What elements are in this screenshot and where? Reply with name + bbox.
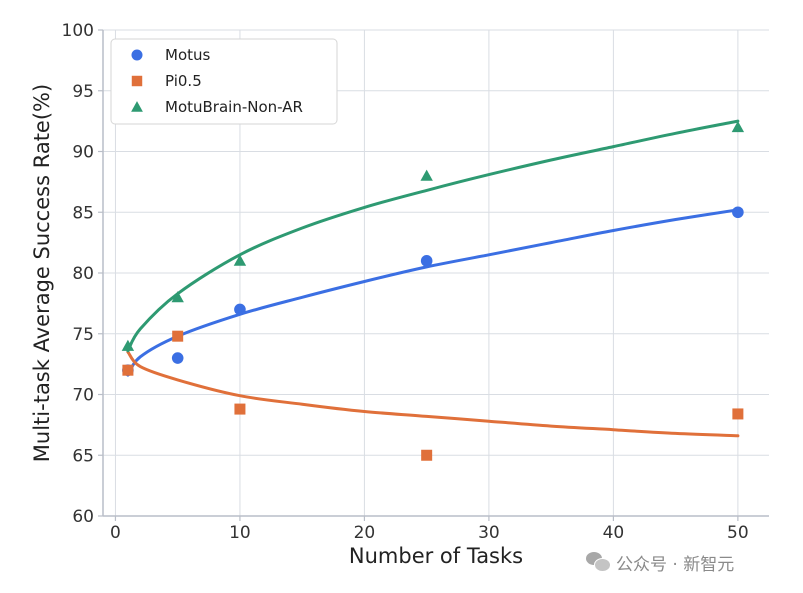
grid xyxy=(103,29,769,517)
y-tick-label: 80 xyxy=(72,264,94,284)
y-axis-title: Multi-task Average Success Rate(%) xyxy=(30,84,54,462)
point-motubrain-non-ar xyxy=(731,121,745,133)
point-motus xyxy=(234,303,246,316)
y-tick-label: 90 xyxy=(72,143,94,163)
wechat-icon xyxy=(586,552,611,572)
point-pi0-5 xyxy=(732,408,744,420)
x-tick-label: 20 xyxy=(354,523,376,543)
y-tick-label: 100 xyxy=(62,21,94,41)
y-tick-label: 95 xyxy=(72,82,94,102)
legend: Motus Pi0.5 MotuBrain-Non-AR xyxy=(110,38,338,125)
point-pi0-5 xyxy=(122,364,134,376)
y-tick-label: 60 xyxy=(72,507,94,527)
x-tick-label: 30 xyxy=(478,523,500,543)
y-tick-label: 75 xyxy=(72,325,94,345)
point-motubrain-non-ar xyxy=(121,339,135,351)
axes xyxy=(98,29,769,521)
watermark: 公众号 · 新智元 xyxy=(586,548,734,576)
legend-label-motus: Motus xyxy=(165,46,211,64)
legend-label-motubrain-non-ar: MotuBrain-Non-AR xyxy=(165,98,303,116)
point-motubrain-non-ar xyxy=(171,291,184,303)
fit-curve-pi0-5 xyxy=(126,350,740,438)
point-motubrain-non-ar xyxy=(420,169,433,181)
x-tick-label: 10 xyxy=(229,523,251,543)
point-motubrain-non-ar xyxy=(233,254,247,266)
point-pi0-5 xyxy=(421,449,433,461)
point-motus xyxy=(420,255,433,267)
point-pi0-5 xyxy=(172,330,184,342)
legend-marker-motubrain-non-ar xyxy=(131,101,143,112)
point-motus xyxy=(171,352,184,364)
y-tick-label: 65 xyxy=(72,446,94,466)
point-motus xyxy=(732,206,744,219)
x-tick-label: 0 xyxy=(110,523,121,543)
legend-label-pi0-5: Pi0.5 xyxy=(165,72,202,90)
y-tick-label: 85 xyxy=(72,203,94,223)
x-axis-title: Number of Tasks xyxy=(349,544,523,568)
data-points xyxy=(121,121,745,461)
x-tick-label: 50 xyxy=(727,523,749,543)
y-tick-label: 70 xyxy=(72,386,94,406)
tick-labels: 0 10 20 30 40 50 60 65 70 75 80 85 90 95 100 xyxy=(62,21,749,543)
x-tick-label: 40 xyxy=(603,523,625,543)
legend-marker-motus xyxy=(131,49,143,61)
legend-box xyxy=(110,38,338,125)
point-pi0-5 xyxy=(234,403,246,415)
legend-marker-pi0-5 xyxy=(131,75,143,87)
watermark-text: 公众号 · 新智元 xyxy=(616,554,735,575)
